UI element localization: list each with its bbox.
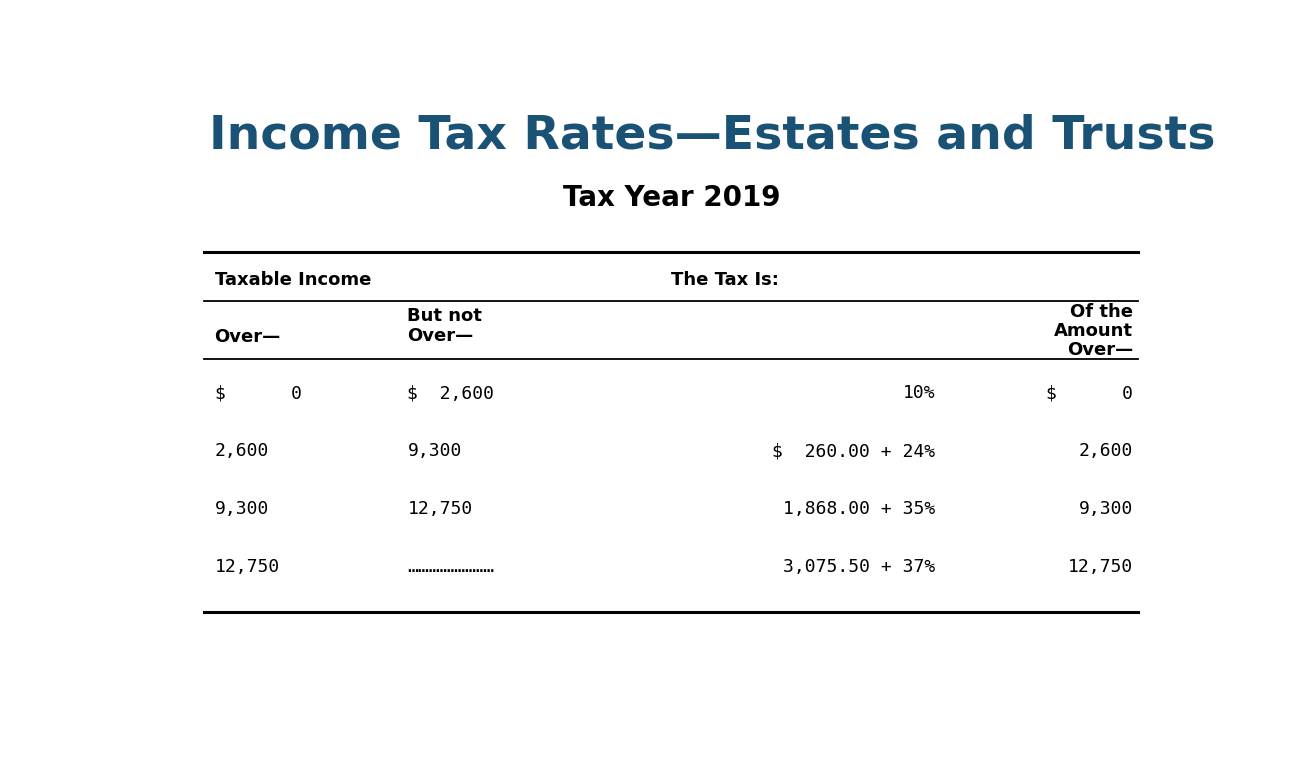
Text: $      0: $ 0 (215, 384, 301, 402)
Text: 9,300: 9,300 (407, 442, 462, 460)
Text: Tax Year 2019: Tax Year 2019 (562, 184, 781, 213)
Text: 3,075.50 + 37%: 3,075.50 + 37% (783, 558, 935, 577)
Text: $      0: $ 0 (1047, 384, 1133, 402)
Text: 12,750: 12,750 (1068, 558, 1133, 577)
Text: Over—: Over— (215, 328, 280, 346)
Text: 2,600: 2,600 (215, 442, 269, 460)
Text: 9,300: 9,300 (215, 500, 269, 518)
Text: 9,300: 9,300 (1079, 500, 1133, 518)
Text: ……………………: …………………… (407, 558, 494, 577)
Text: Of the: Of the (1070, 303, 1133, 321)
Text: 12,750: 12,750 (407, 500, 473, 518)
Text: 2,600: 2,600 (1079, 442, 1133, 460)
Text: Amount: Amount (1055, 323, 1133, 340)
Text: $  2,600: $ 2,600 (407, 384, 494, 402)
Text: The Tax Is:: The Tax Is: (671, 272, 779, 290)
Text: $  260.00 + 24%: $ 260.00 + 24% (772, 442, 935, 460)
Text: 1,868.00 + 35%: 1,868.00 + 35% (783, 500, 935, 518)
Text: 12,750: 12,750 (215, 558, 280, 577)
Text: Over—: Over— (1068, 341, 1133, 360)
Text: Over—: Over— (407, 327, 474, 345)
Text: But not: But not (407, 307, 482, 325)
Text: 10%: 10% (903, 384, 935, 402)
Text: Taxable Income: Taxable Income (215, 272, 371, 290)
Text: Income Tax Rates—Estates and Trusts: Income Tax Rates—Estates and Trusts (210, 113, 1216, 158)
